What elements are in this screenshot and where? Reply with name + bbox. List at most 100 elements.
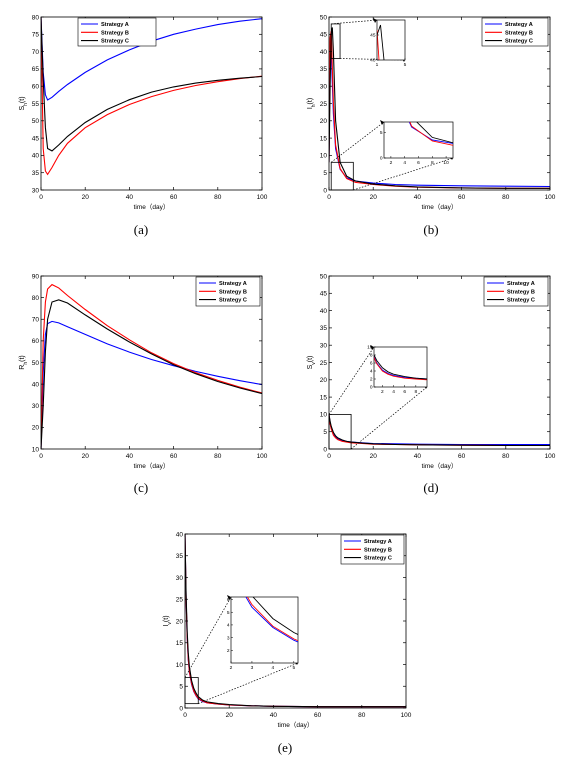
zoom-connector [350, 386, 428, 450]
x-axis-label: time（day） [422, 462, 458, 470]
inset-y-tick-label: 2 [227, 648, 230, 654]
zoom-region [330, 23, 341, 59]
legend-label: Strategy C [101, 39, 129, 45]
y-tick-label: 25 [176, 597, 184, 604]
legend-label: Strategy C [505, 39, 533, 45]
chart-c: 0 20 40 60 80 100 10 20 30 40 50 60 70 80 90 time（day） R… [19, 273, 268, 495]
inset-x-tick-label: 5 [404, 62, 407, 68]
x-tick-label: 100 [257, 194, 268, 201]
y-tick-label: 45 [320, 32, 328, 39]
y-tick-label: 90 [32, 273, 40, 280]
y-tick-label: 65 [32, 66, 40, 73]
legend: Strategy A Strategy B Strategy C [77, 17, 157, 47]
y-tick-label: 10 [320, 153, 328, 160]
y-axis-label: Ih(t) [307, 98, 317, 109]
legend: Strategy A Strategy B Strategy C [481, 17, 549, 47]
legend-label: Strategy A [219, 281, 247, 287]
y-tick-label: 80 [32, 295, 40, 302]
y-axis-label: Sh(t) [19, 96, 29, 110]
x-tick-label: 100 [401, 712, 412, 719]
inset-frame [376, 19, 406, 61]
y-tick-label: 15 [320, 394, 328, 401]
x-tick-label: 80 [214, 194, 222, 201]
panel-caption: (a) [134, 222, 148, 237]
y-tick-label: 30 [32, 187, 40, 194]
connector-arrow [227, 595, 231, 600]
x-tick-label: 0 [183, 712, 187, 719]
y-tick-label: 35 [320, 66, 328, 73]
inset: 2 4 6 8 0 2 4 6 8 10 [328, 345, 428, 450]
y-tick-label: 50 [320, 14, 328, 21]
y-tick-label: 40 [32, 153, 40, 160]
y-tick-label: 0 [179, 705, 183, 712]
y-tick-label: 20 [320, 118, 328, 125]
inset-series-line [377, 24, 385, 60]
chart-e: 0 20 40 60 80 1000510152025303540time（day）Iv(… [163, 531, 412, 755]
x-tick-label: 40 [270, 712, 278, 719]
y-tick-label: 10 [176, 662, 184, 669]
legend-label: Strategy B [507, 289, 535, 295]
inset-series-line [245, 597, 298, 643]
panel-caption: (d) [423, 480, 438, 495]
inset-x-tick-label: 8 [431, 160, 434, 166]
legend-label: Strategy B [219, 289, 247, 295]
y-tick-label: 5 [323, 429, 327, 436]
y-tick-label: 40 [320, 308, 328, 315]
legend-box [481, 17, 549, 47]
inset-y-tick-label: 6 [227, 597, 230, 603]
x-axis-label: time（day） [134, 203, 170, 211]
x-tick-label: 80 [358, 712, 366, 719]
inset-series-line [377, 29, 380, 60]
x-tick-label: 20 [226, 712, 234, 719]
y-tick-label: 50 [32, 118, 40, 125]
y-tick-label: 45 [320, 291, 328, 298]
inset: 1 5 40 45 [330, 18, 407, 68]
series-line [41, 283, 262, 449]
y-tick-label: 50 [320, 273, 328, 280]
x-tick-label: 60 [170, 453, 178, 460]
x-tick-label: 20 [370, 453, 378, 460]
y-tick-label: 25 [320, 360, 328, 367]
legend-label: Strategy B [505, 30, 533, 36]
y-tick-label: 20 [320, 377, 328, 384]
inset-y-tick-label: 8 [370, 353, 373, 359]
series-line [329, 44, 550, 188]
y-tick-label: 60 [32, 338, 40, 345]
y-tick-label: 5 [179, 684, 183, 691]
x-tick-label: 0 [39, 194, 43, 201]
inset-y-tick-label: 2 [370, 377, 373, 383]
y-tick-label: 80 [32, 14, 40, 21]
y-tick-label: 15 [176, 640, 184, 647]
inset-series-line [374, 356, 427, 381]
y-tick-label: 70 [32, 49, 40, 56]
inset-y-tick-label: 40 [370, 58, 376, 64]
panel-caption: (e) [278, 740, 292, 755]
y-axis-label: Sv(t) [307, 356, 317, 370]
y-tick-label: 10 [320, 412, 328, 419]
x-tick-label: 80 [502, 453, 510, 460]
y-tick-label: 0 [323, 187, 327, 194]
zoom-connector [331, 19, 378, 25]
y-tick-label: 25 [320, 101, 328, 108]
x-tick-label: 0 [327, 194, 331, 201]
y-tick-label: 30 [32, 403, 40, 410]
legend-label: Strategy B [364, 547, 392, 553]
x-tick-label: 20 [82, 453, 90, 460]
inset-x-tick-label: 3 [251, 665, 254, 671]
y-tick-label: 20 [32, 425, 40, 432]
y-axis-label: Rh(t) [19, 355, 29, 369]
y-tick-label: 5 [323, 170, 327, 177]
inset-y-tick-label: 5 [380, 130, 383, 136]
y-tick-label: 70 [32, 317, 40, 324]
inset-x-tick-label: 2 [390, 160, 393, 166]
series-line [41, 299, 262, 449]
x-tick-label: 80 [502, 194, 510, 201]
legend: Strategy A Strategy B Strategy C [483, 276, 549, 307]
inset-x-tick-label: 10 [443, 160, 449, 166]
x-axis-label: time（day） [134, 462, 170, 470]
x-tick-label: 60 [170, 194, 178, 201]
series-line [41, 17, 262, 176]
y-tick-label: 35 [32, 170, 40, 177]
inset-y-tick-label: 10 [367, 345, 373, 351]
chart-d: 0 20 40 60 80 10005101520253035404550time（day… [307, 273, 556, 495]
